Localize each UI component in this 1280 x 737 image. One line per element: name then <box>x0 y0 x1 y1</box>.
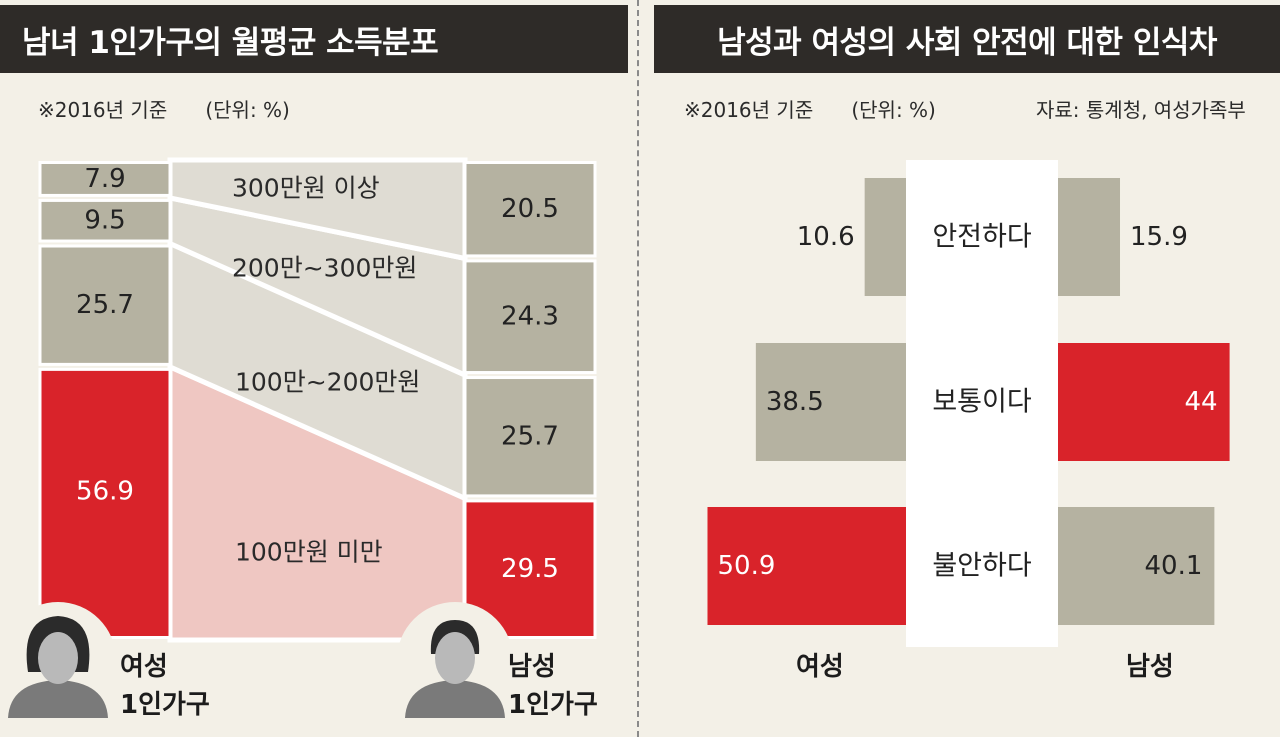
safety-chart-note: ※2016년 기준 (단위: %) <box>684 98 936 122</box>
female-bar <box>755 343 906 461</box>
male-label-line1: 남성 <box>508 652 556 682</box>
female-axis-label: 여성 <box>796 652 844 682</box>
female-bar-segment <box>38 244 172 366</box>
female-bar-segment <box>38 198 172 243</box>
male-bar <box>1058 343 1230 461</box>
female-label-line1: 여성 <box>120 652 168 682</box>
category-label-over-300: 300만원 이상 <box>232 174 380 203</box>
female-value-label: 50.9 <box>717 551 775 581</box>
income-distribution-panel: 남녀 1인가구의 월평균 소득분포 ※2016년 기준 (단위: %) 56.9… <box>0 5 628 724</box>
male-bar <box>1058 178 1121 296</box>
male-bar <box>1058 507 1215 625</box>
income-chart-note: ※2016년 기준 (단위: %) <box>38 98 290 122</box>
female-value-label: 25.7 <box>76 290 134 320</box>
female-label-line2: 1인가구 <box>120 690 210 720</box>
female-bar-segment <box>38 161 172 197</box>
male-value-label: 44 <box>1185 387 1218 417</box>
female-household-label: 여성 1인가구 <box>120 648 210 724</box>
male-value-label: 20.5 <box>501 194 559 224</box>
female-bar <box>864 178 906 296</box>
male-bar-segment <box>463 161 597 258</box>
woman-avatar-icon <box>0 602 116 718</box>
income-chart-title: 남녀 1인가구의 월평균 소득분포 <box>0 5 628 73</box>
category-label-normal: 보통이다 <box>932 387 1032 418</box>
male-value-label: 15.9 <box>1130 222 1188 252</box>
man-avatar-icon <box>397 602 513 718</box>
male-bar-segment <box>463 259 597 375</box>
category-label-unsafe: 불안하다 <box>932 551 1032 582</box>
safety-chart-source: 자료: 통계청, 여성가족부 <box>1036 98 1246 122</box>
male-label-line2: 1인가구 <box>508 690 598 720</box>
female-value-label: 38.5 <box>766 387 824 417</box>
safety-perception-panel: 남성과 여성의 사회 안전에 대한 인식차 ※2016년 기준 (단위: %) … <box>640 0 1280 737</box>
male-value-label: 29.5 <box>501 554 559 584</box>
safety-chart-svg: 안전하다 10.6 15.9 보통이다 38.5 44 불안하다 50.9 40.1 <box>707 160 1230 647</box>
female-value-label: 10.6 <box>797 222 855 252</box>
male-value-label: 25.7 <box>501 422 559 452</box>
income-chart-svg: 56.9 29.5 25.7 25.7 9.5 24.3 7.9 20.5 100만원 미만 10… <box>0 157 597 718</box>
male-household-label: 남성 1인가구 <box>508 648 598 724</box>
panel-divider <box>637 0 639 737</box>
category-label-200-300: 200만~300만원 <box>232 254 417 283</box>
category-label-100-200: 100만~200만원 <box>235 368 420 397</box>
male-axis-label: 남성 <box>1126 652 1174 682</box>
category-label-safe: 안전하다 <box>932 222 1032 253</box>
male-value-label: 40.1 <box>1144 551 1202 581</box>
female-bar <box>707 507 906 625</box>
male-bar-segment <box>463 376 597 498</box>
female-value-label: 9.5 <box>84 206 125 236</box>
female-bar-segment <box>38 367 172 639</box>
category-label-under-100: 100만원 미만 <box>235 538 383 567</box>
male-value-label: 24.3 <box>501 302 559 332</box>
female-value-label: 56.9 <box>76 476 134 506</box>
safety-chart-title: 남성과 여성의 사회 안전에 대한 인식차 <box>654 5 1280 73</box>
category-center-column <box>906 160 1058 647</box>
female-value-label: 7.9 <box>84 164 125 194</box>
